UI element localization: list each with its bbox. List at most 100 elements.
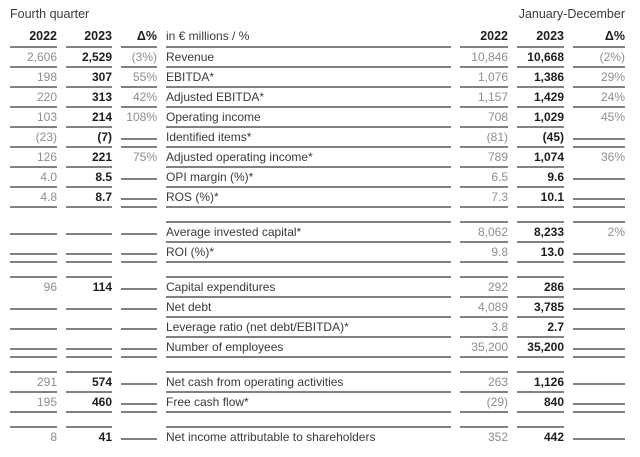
- cell-fy-2022: 292: [460, 276, 508, 296]
- cell-q4-2023: [66, 328, 112, 336]
- group-bottom-rule: [10, 356, 625, 358]
- cell-q4-2022: [10, 233, 57, 241]
- row-label: Adjusted operating income*: [166, 146, 451, 166]
- cell-fy-2023: 13.0: [517, 241, 564, 261]
- cell-fy-2023: 1,126: [517, 371, 564, 391]
- table-row: 220 313 42% Adjusted EBITDA* 1,157 1,429 24%: [10, 86, 625, 106]
- col-header-q4-2023: 2023: [84, 29, 112, 43]
- cell-fy-2023: 10.1: [517, 186, 564, 206]
- cell-fy-2022: 35,200: [460, 336, 508, 356]
- table-row: 291 574 Net cash from operating activities…: [10, 371, 625, 391]
- table-row: 96 114 Capital expenditures 292 286: [10, 276, 625, 296]
- rule-segment: [66, 411, 112, 413]
- cell-fy-2022: 9.8: [460, 241, 508, 261]
- row-label: Adjusted EBITDA*: [166, 86, 451, 106]
- cell-fy-2022: 352: [460, 426, 508, 446]
- group-bottom-rule: [10, 411, 625, 413]
- row-label: ROI (%)*: [166, 241, 451, 261]
- cell-q4-2023: [66, 308, 112, 316]
- table-row: Leverage ratio (net debt/EBITDA)* 3.8 2.7: [10, 316, 625, 336]
- cell-fy-delta: (2%): [573, 46, 625, 66]
- col-header-fy-delta: Δ%: [604, 29, 625, 43]
- cell-fy-delta: [573, 348, 625, 356]
- cell-fy-delta: 29%: [573, 66, 625, 86]
- cell-fy-2022: 6.5: [460, 166, 508, 186]
- cell-q4-2022: [10, 348, 57, 356]
- col-header-fy-2023: 2023: [536, 29, 564, 43]
- cell-q4-2022: 96: [10, 276, 57, 296]
- cell-fy-delta: [573, 138, 625, 146]
- rule-segment: [460, 206, 508, 208]
- cell-fy-2022: 708: [460, 106, 508, 126]
- cell-q4-2022: [10, 253, 57, 261]
- rule-segment: [121, 261, 157, 263]
- table-row: 4.0 8.5 OPI margin (%)* 6.5 9.6: [10, 166, 625, 186]
- cell-fy-2022: 789: [460, 146, 508, 166]
- cell-fy-2023: 3,785: [517, 296, 564, 316]
- cell-fy-2023: 442: [517, 426, 564, 446]
- cell-fy-2023: 1,386: [517, 66, 564, 86]
- cell-fy-2022: 3.8: [460, 316, 508, 336]
- cell-fy-delta: 36%: [573, 146, 625, 166]
- row-label: Net cash from operating activities: [166, 371, 451, 391]
- rule-segment: [573, 206, 625, 208]
- row-label: Number of employees: [166, 336, 451, 356]
- cell-fy-delta: [573, 383, 625, 391]
- cell-fy-2023: 286: [517, 276, 564, 296]
- col-header-q4-delta: Δ%: [136, 29, 157, 43]
- table-row: (23) (7) Identified items* (81) (45): [10, 126, 625, 146]
- table-row: ROI (%)* 9.8 13.0: [10, 241, 625, 261]
- cell-fy-2022: 1,076: [460, 66, 508, 86]
- rule-segment: [10, 411, 57, 413]
- cell-fy-2022: 10,846: [460, 46, 508, 66]
- cell-q4-2022: [10, 328, 57, 336]
- cell-q4-2023: [66, 348, 112, 356]
- cell-q4-delta: (3%): [121, 46, 157, 66]
- rule-segment: [573, 261, 625, 263]
- row-group: Average invested capital* 8,062 8,233 2% ROI…: [10, 221, 625, 263]
- cell-q4-2023: 307: [66, 66, 112, 86]
- rule-segment: [517, 411, 564, 413]
- rule-segment: [517, 356, 564, 358]
- cell-fy-2022: 1,157: [460, 86, 508, 106]
- cell-q4-delta: [121, 348, 157, 356]
- cell-fy-delta: [573, 438, 625, 446]
- cell-fy-2022: (81): [460, 126, 508, 146]
- col-header-unit-label: in € millions / %: [166, 29, 250, 43]
- row-label: Net income attributable to shareholders: [166, 426, 451, 446]
- table-row: Number of employees 35,200 35,200: [10, 336, 625, 356]
- row-group: 96 114 Capital expenditures 292 286 Net debt 4…: [10, 276, 625, 358]
- cell-fy-2023: 35,200: [517, 336, 564, 356]
- rule-segment: [66, 356, 112, 358]
- table-row: Average invested capital* 8,062 8,233 2%: [10, 221, 625, 241]
- col-header-fy-2022: 2022: [480, 29, 508, 43]
- cell-q4-2022: 2,606: [10, 46, 57, 66]
- rule-segment: [166, 261, 451, 263]
- rule-segment: [166, 206, 451, 208]
- cell-q4-2022: 126: [10, 146, 57, 166]
- cell-fy-delta: [573, 328, 625, 336]
- cell-q4-2023: 8.7: [66, 186, 112, 206]
- cell-fy-delta: [573, 198, 625, 206]
- cell-fy-delta: 24%: [573, 86, 625, 106]
- cell-q4-delta: [121, 253, 157, 261]
- cell-fy-2023: 1,029: [517, 106, 564, 126]
- financial-summary-table: Fourth quarter January-December 2022 202…: [10, 7, 625, 446]
- cell-fy-delta: 2%: [573, 221, 625, 241]
- cell-q4-2023: 2,529: [66, 46, 112, 66]
- cell-q4-delta: [121, 383, 157, 391]
- cell-fy-2023: 1,074: [517, 146, 564, 166]
- cell-fy-delta: 45%: [573, 106, 625, 126]
- rule-segment: [121, 206, 157, 208]
- row-label: Capital expenditures: [166, 276, 451, 296]
- cell-q4-2022: 8: [10, 426, 57, 446]
- rule-segment: [460, 261, 508, 263]
- cell-q4-2023: 41: [66, 426, 112, 446]
- cell-q4-delta: [121, 403, 157, 411]
- cell-fy-2022: 8,062: [460, 221, 508, 241]
- table-row: 195 460 Free cash flow* (29) 840: [10, 391, 625, 411]
- rule-segment: [573, 356, 625, 358]
- period-title-fourth-quarter: Fourth quarter: [10, 7, 90, 21]
- row-label: Free cash flow*: [166, 391, 451, 411]
- table-row: 126 221 75% Adjusted operating income* 789 1,…: [10, 146, 625, 166]
